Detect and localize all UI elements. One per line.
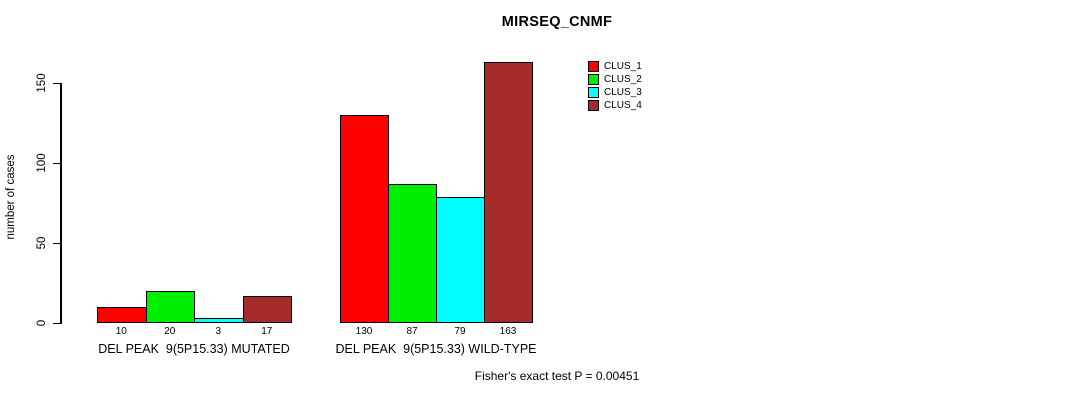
legend: CLUS_1 CLUS_2 CLUS_3 CLUS_4 xyxy=(588,60,642,112)
bar-value-label: 130 xyxy=(355,326,373,337)
bar xyxy=(436,196,485,323)
x-category-label: DEL PEAK 9(5P15.33) WILD-TYPE xyxy=(335,342,537,356)
bar-value-label: 3 xyxy=(215,326,222,337)
bar-value-label: 163 xyxy=(499,326,517,337)
y-tick xyxy=(53,82,60,84)
y-tick xyxy=(53,322,60,324)
bar-value-label: 10 xyxy=(115,326,127,337)
bar-value-label: 79 xyxy=(454,326,466,337)
legend-swatch xyxy=(588,100,599,111)
legend-label: CLUS_2 xyxy=(604,74,642,85)
y-axis-label: number of cases xyxy=(5,154,17,240)
bar xyxy=(388,183,437,323)
legend-swatch xyxy=(588,87,599,98)
legend-item: CLUS_3 xyxy=(588,86,642,99)
legend-swatch xyxy=(588,61,599,72)
bar xyxy=(242,295,292,323)
bar xyxy=(145,291,195,323)
legend-swatch xyxy=(588,74,599,85)
legend-item: CLUS_4 xyxy=(588,99,642,112)
bar-value-label: 17 xyxy=(261,326,273,337)
bar xyxy=(484,62,533,323)
chart-title: MIRSEQ_CNMF xyxy=(501,14,613,30)
y-tick-label: 150 xyxy=(36,73,48,93)
bar xyxy=(340,115,389,323)
y-tick-label: 0 xyxy=(36,319,48,327)
x-category-label: DEL PEAK 9(5P15.33) MUTATED xyxy=(98,342,290,356)
bar-value-label: 87 xyxy=(406,326,418,337)
legend-item: CLUS_2 xyxy=(588,73,642,86)
legend-label: CLUS_3 xyxy=(604,87,642,98)
y-tick xyxy=(53,242,60,244)
y-tick xyxy=(53,162,60,164)
legend-label: CLUS_4 xyxy=(604,100,642,111)
legend-label: CLUS_1 xyxy=(604,61,642,72)
y-tick-label: 50 xyxy=(36,236,48,250)
bar xyxy=(194,318,244,323)
y-axis-line xyxy=(60,83,62,324)
bar-value-label: 20 xyxy=(164,326,176,337)
y-tick-label: 100 xyxy=(36,153,48,173)
annotation-text: Fisher's exact test P = 0.00451 xyxy=(474,369,640,383)
bar xyxy=(97,307,147,323)
legend-item: CLUS_1 xyxy=(588,60,642,73)
